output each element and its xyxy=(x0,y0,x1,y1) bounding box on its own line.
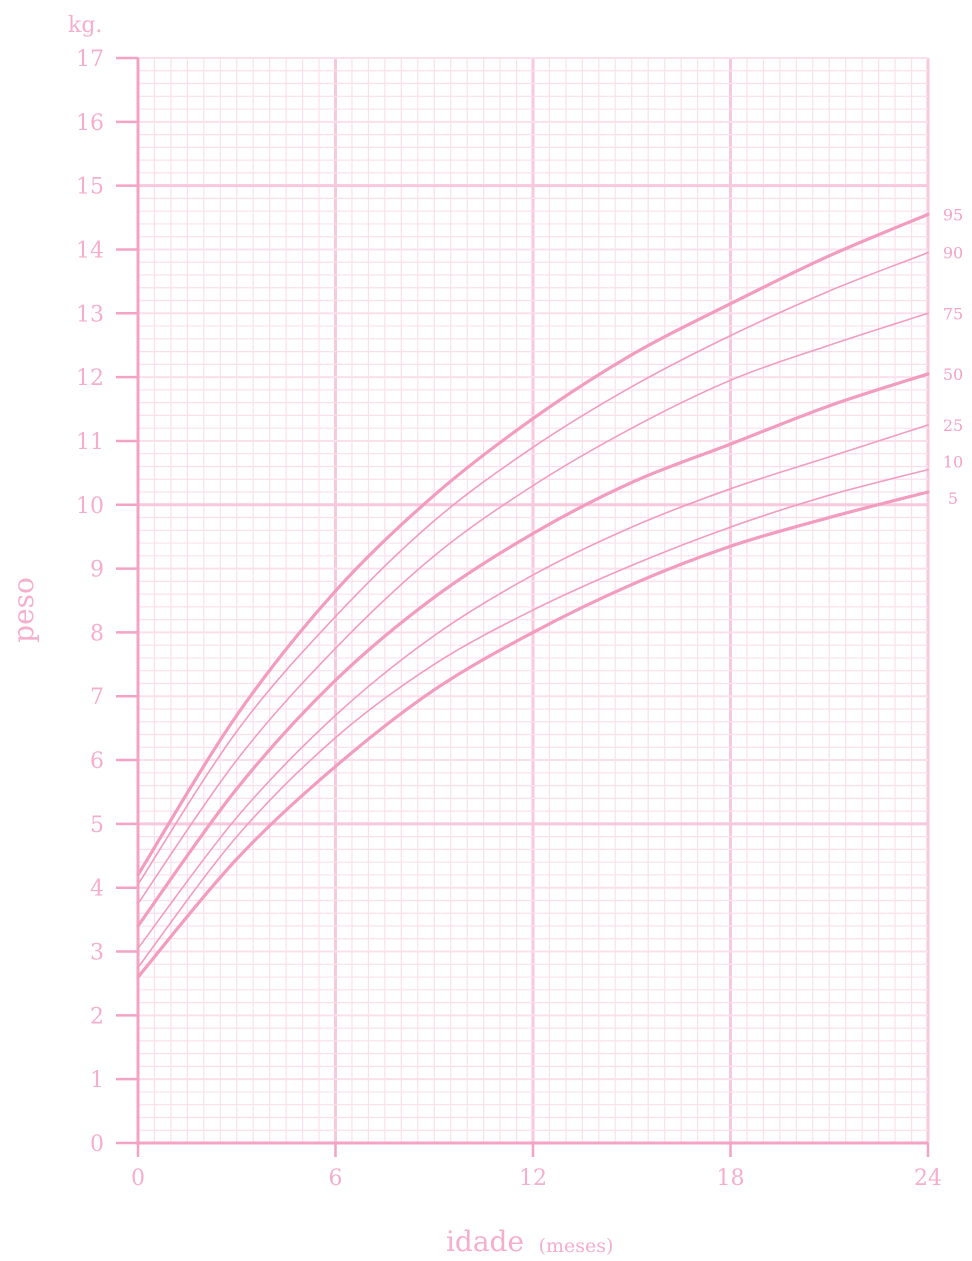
percentile-curve-50 xyxy=(136,372,930,928)
y-unit-label: kg. xyxy=(68,13,102,38)
percentile-curve-10 xyxy=(137,468,929,969)
y-tick-label: 3 xyxy=(90,941,104,966)
y-tick-label: 15 xyxy=(76,175,104,200)
percentile-curve-5 xyxy=(136,490,930,979)
x-tick-label: 12 xyxy=(519,1166,547,1191)
y-tick-label: 7 xyxy=(90,685,104,710)
x-tick-label: 24 xyxy=(914,1166,942,1191)
percentile-curve-95 xyxy=(136,212,930,877)
percentile-curve-90 xyxy=(137,251,929,886)
y-tick-label: 12 xyxy=(76,366,104,391)
x-axis-title: idade xyxy=(446,1225,524,1258)
percentile-label-95: 95 xyxy=(943,205,963,224)
y-tick-label: 4 xyxy=(90,877,104,902)
percentile-label-5: 5 xyxy=(948,489,958,508)
y-tick-label: 13 xyxy=(76,302,104,327)
y-tick-label: 0 xyxy=(90,1132,104,1157)
y-tick-label: 5 xyxy=(90,813,104,838)
y-tick-label: 17 xyxy=(76,47,104,72)
chart-grid xyxy=(136,57,930,1145)
percentile-curve-75 xyxy=(137,312,929,905)
y-tick-label: 2 xyxy=(90,1004,104,1029)
chart-curves xyxy=(136,212,930,979)
percentile-label-25: 25 xyxy=(943,416,963,435)
y-tick-label: 11 xyxy=(76,430,104,455)
percentile-curve-25 xyxy=(137,424,929,950)
y-tick-label: 8 xyxy=(90,621,104,646)
y-tick-label: 1 xyxy=(90,1068,104,1093)
x-tick-label: 18 xyxy=(717,1166,745,1191)
x-axis-unit: (meses) xyxy=(539,1235,614,1257)
x-tick-label: 6 xyxy=(329,1166,343,1191)
y-tick-label: 16 xyxy=(76,111,104,136)
y-tick-label: 10 xyxy=(76,494,104,519)
percentile-label-90: 90 xyxy=(943,244,963,263)
y-tick-label: 6 xyxy=(90,749,104,774)
chart-axes xyxy=(116,56,930,1157)
percentile-label-10: 10 xyxy=(943,453,963,472)
y-tick-label: 14 xyxy=(76,238,104,263)
percentile-label-75: 75 xyxy=(943,304,963,323)
x-tick-label: 0 xyxy=(131,1166,145,1191)
y-axis-title: peso xyxy=(7,577,40,643)
y-tick-label: 9 xyxy=(90,558,104,583)
percentile-label-50: 50 xyxy=(943,365,963,384)
